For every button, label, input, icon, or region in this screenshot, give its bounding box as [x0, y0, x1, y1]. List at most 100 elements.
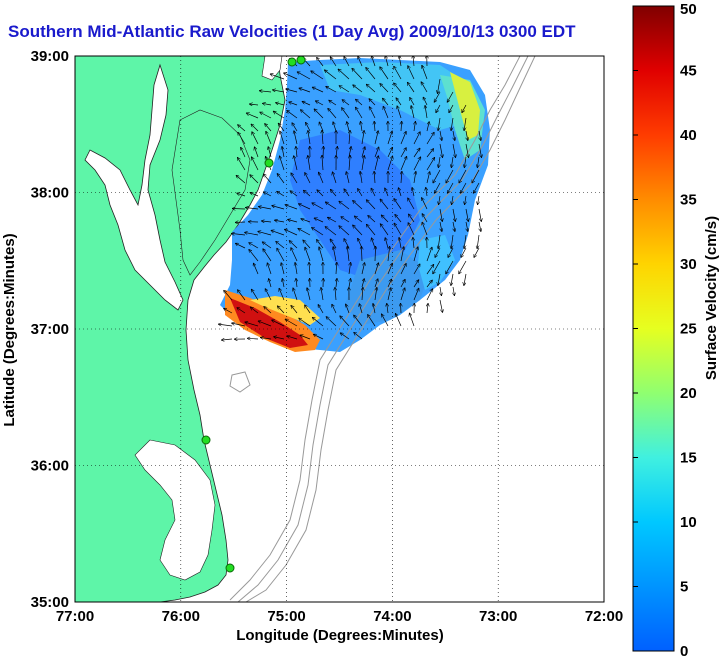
velocity-vector — [399, 237, 401, 249]
velocity-vector — [394, 223, 402, 236]
velocity-vector — [330, 57, 337, 67]
velocity-vector — [398, 187, 402, 197]
station-marker — [296, 55, 306, 65]
velocity-vector — [367, 314, 376, 327]
velocity-vector — [460, 182, 467, 194]
velocity-vector — [237, 193, 246, 197]
colorbar — [632, 5, 675, 652]
velocity-vector — [374, 279, 378, 288]
velocity-vector — [412, 187, 414, 197]
velocity-vector — [295, 262, 298, 275]
velocity-vector — [313, 334, 324, 340]
velocity-vector — [361, 262, 365, 275]
velocity-vector — [282, 146, 285, 158]
velocity-vector — [347, 121, 350, 132]
velocity-vector — [361, 246, 362, 262]
velocity-vector — [400, 147, 406, 158]
y-tick-label: 38:00 — [31, 185, 69, 202]
velocity-vector — [272, 90, 285, 93]
map-grid — [75, 56, 604, 602]
y-axis-label: Latitude (Degrees:Minutes) — [1, 233, 18, 426]
velocity-vector — [453, 286, 455, 296]
velocity-vector — [380, 67, 389, 80]
velocity-vector — [473, 182, 480, 194]
velocity-vector — [439, 195, 441, 205]
velocity-vector — [304, 172, 311, 184]
velocity-vector — [385, 188, 389, 197]
velocity-vector — [339, 201, 350, 210]
velocity-vector — [425, 105, 428, 119]
velocity-vector — [437, 78, 441, 94]
velocity-vector — [479, 130, 481, 141]
velocity-vector — [319, 247, 324, 262]
velocity-vector — [452, 208, 455, 222]
velocity-vector — [451, 156, 453, 168]
velocity-vector — [336, 278, 337, 288]
velocity-vector — [395, 214, 402, 223]
colorbar-tick-label: 35 — [680, 192, 697, 209]
velocity-vector — [312, 87, 324, 93]
velocity-vector — [400, 156, 407, 171]
velocity-vector — [477, 156, 479, 168]
velocity-vector — [410, 97, 415, 106]
velocity-vector — [277, 306, 285, 314]
velocity-vector — [426, 148, 434, 158]
velocity-vector — [387, 279, 392, 288]
velocity-vector — [374, 121, 375, 132]
velocity-vector — [426, 187, 427, 197]
velocity-vector — [400, 131, 406, 145]
velocity-vector — [421, 82, 428, 93]
bathymetry-contours — [229, 56, 536, 602]
velocity-vector — [359, 303, 363, 314]
velocity-vector — [414, 171, 416, 184]
y-tick-label: 39:00 — [31, 48, 69, 65]
velocity-vector — [321, 287, 324, 301]
velocity-vector — [263, 174, 272, 184]
velocity-vector — [426, 157, 435, 171]
velocity-vector — [284, 229, 298, 236]
velocity-vector — [231, 233, 246, 235]
velocity-vector — [251, 124, 259, 132]
pamlico-sound — [134, 439, 216, 581]
velocity-vector — [374, 263, 379, 275]
velocity-vector — [296, 146, 297, 158]
velocity-vector — [426, 171, 430, 184]
velocity-vector — [266, 131, 272, 145]
velocity-vector — [453, 221, 455, 232]
velocity-vector — [311, 227, 324, 236]
velocity-vector — [291, 173, 298, 184]
velocity-vector — [339, 86, 350, 93]
velocity-vector — [301, 219, 311, 223]
colorbar-tick-label: 45 — [680, 63, 697, 80]
velocity-vector — [332, 304, 337, 314]
velocity-vector — [465, 143, 469, 158]
velocity-vector — [245, 322, 259, 327]
velocity-vector — [308, 155, 311, 171]
velocity-vector — [408, 214, 415, 223]
velocity-vector — [382, 98, 389, 106]
velocity-vector — [249, 249, 259, 262]
velocity-vector — [237, 157, 246, 171]
velocity-vector — [235, 222, 246, 223]
velocity-vector — [352, 200, 363, 210]
velocity-vector — [401, 171, 402, 184]
velocity-vector — [422, 222, 428, 236]
velocity-vector — [249, 104, 259, 105]
velocity-vector — [396, 98, 402, 106]
velocity-vector — [253, 263, 259, 275]
velocity-vector — [387, 147, 393, 158]
velocity-vector — [387, 303, 388, 314]
velocity-vector — [264, 288, 272, 301]
velocity-vector — [305, 247, 311, 262]
velocity-vector — [349, 278, 351, 288]
plot-frame — [74, 55, 605, 603]
velocity-vector — [300, 110, 311, 119]
velocity-vector — [464, 234, 467, 249]
velocity-vector — [263, 191, 272, 197]
x-tick-label: 74:00 — [373, 608, 411, 625]
velocity-vector — [355, 107, 363, 119]
velocity-vector — [287, 110, 298, 119]
velocity-vector — [361, 130, 364, 145]
velocity-vector — [447, 247, 454, 258]
velocity-vector — [466, 221, 468, 232]
